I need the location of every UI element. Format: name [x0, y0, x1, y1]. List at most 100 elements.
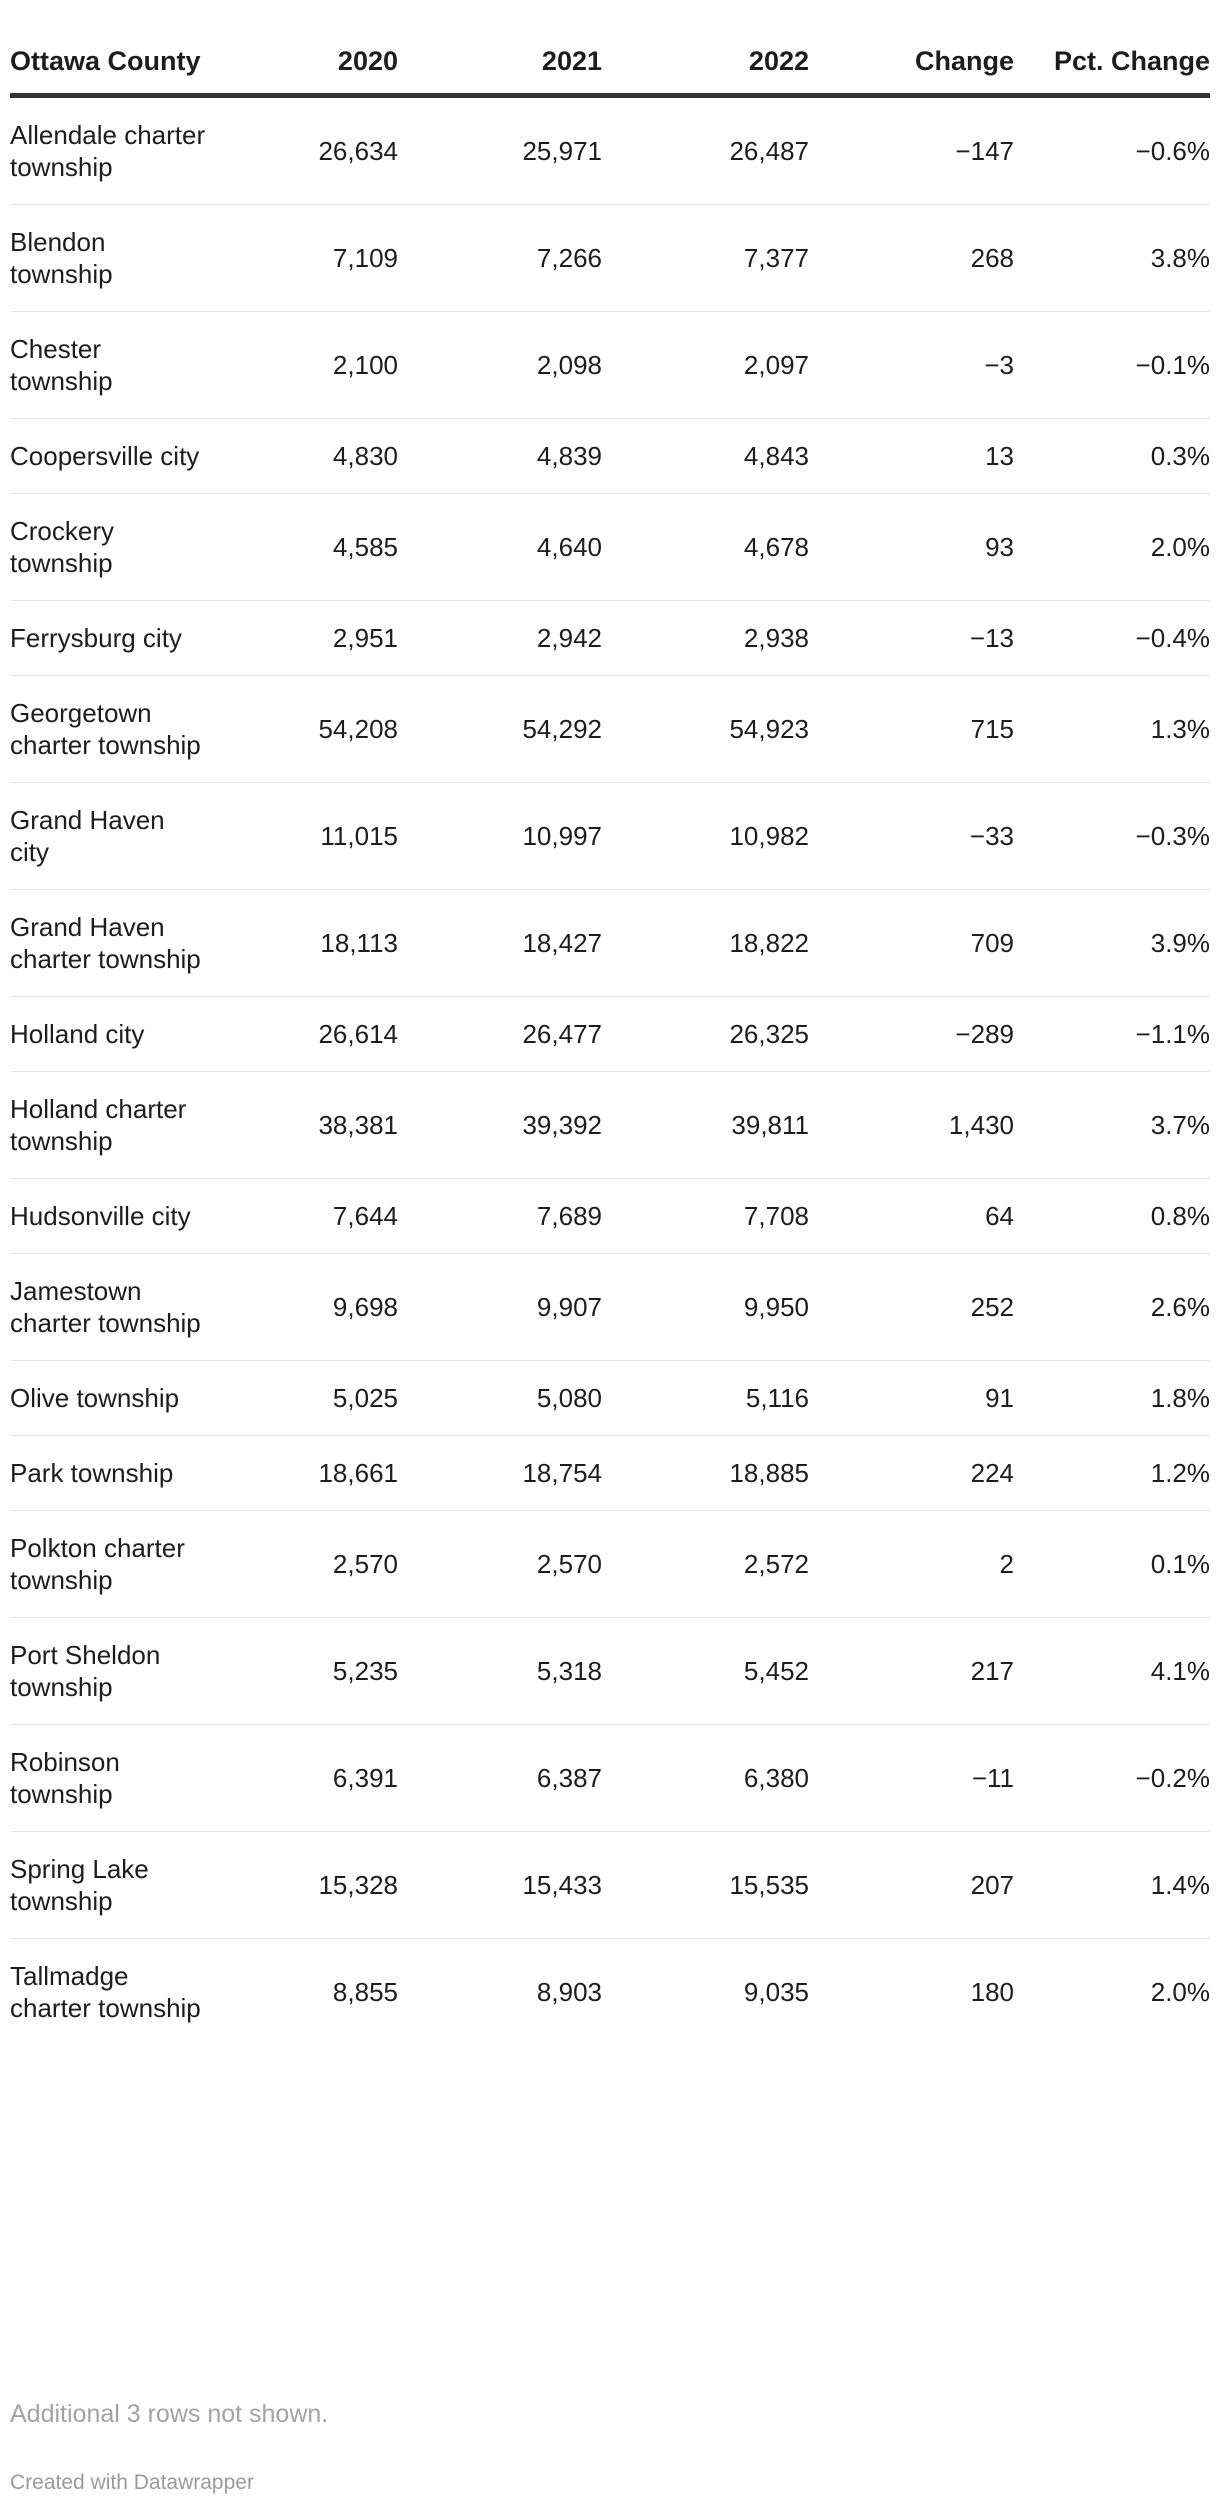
table-row: Georgetown charter township 54,208 54,292 5… — [10, 675, 1210, 783]
cell-2020: 2,570 — [210, 1510, 398, 1618]
cell-pct-change: 3.9% — [1014, 889, 1210, 997]
cell-county: Hudsonville city — [10, 1178, 210, 1254]
cell-2021: 4,640 — [398, 493, 602, 601]
cell-change: −3 — [809, 311, 1014, 419]
cell-2022: 5,116 — [602, 1360, 809, 1436]
cell-2022: 2,097 — [602, 311, 809, 419]
cell-2022: 7,708 — [602, 1178, 809, 1254]
cell-2022: 4,678 — [602, 493, 809, 601]
cell-pct-change: 1.8% — [1014, 1360, 1210, 1436]
cell-2022: 7,377 — [602, 204, 809, 312]
cell-pct-change: 0.3% — [1014, 418, 1210, 494]
cell-county: Holland charter township — [10, 1071, 210, 1179]
cell-pct-change: −0.1% — [1014, 311, 1210, 419]
cell-pct-change: −0.3% — [1014, 782, 1210, 890]
cell-2021: 8,903 — [536, 1977, 602, 2007]
cell-pct-change: 2.6% — [1014, 1253, 1210, 1361]
table-row: Spring Lake township 15,328 15,433 15,535 20… — [10, 1831, 1210, 1939]
cell-2021: 2,098 — [398, 311, 602, 419]
cell-county: Port Sheldon township — [10, 1617, 210, 1725]
cell-2020: 2,100 — [210, 311, 398, 419]
table-row: Ferrysburg city 2,951 2,942 2,938 −13 −0.4% — [10, 600, 1210, 676]
header-2020[interactable]: 2020 — [210, 44, 398, 98]
header-change[interactable]: Change — [809, 44, 1014, 98]
table-row: Tallmadge charter township 8,855 8,903 9,03… — [10, 1939, 1210, 2046]
cell-pct-change: 4.1% — [1014, 1617, 1210, 1725]
cell-change: −289 — [809, 996, 1014, 1072]
cell-pct-change: −1.1% — [1014, 996, 1210, 1072]
cell-2021: 54,292 — [398, 675, 602, 783]
header-pct-change[interactable]: Pct. Change — [1014, 44, 1210, 98]
cell-pct-change: 3.8% — [1014, 204, 1210, 312]
cell-county: Tallmadge charter township — [10, 1961, 201, 2023]
cell-2022: 4,843 — [602, 418, 809, 494]
table-row: Grand Haven city 11,015 10,997 10,982 −33 −0.… — [10, 782, 1210, 890]
header-2021[interactable]: 2021 — [398, 44, 602, 98]
cell-2020: 8,855 — [332, 1977, 398, 2007]
cell-pct-change: 3.7% — [1014, 1071, 1210, 1179]
cell-county: Jamestown charter township — [10, 1253, 210, 1361]
cell-2021: 18,754 — [398, 1435, 602, 1511]
cell-2020: 15,328 — [210, 1831, 398, 1939]
cell-2022: 2,572 — [602, 1510, 809, 1618]
cell-2022: 6,380 — [602, 1724, 809, 1832]
cell-2021: 7,266 — [398, 204, 602, 312]
table-row: Jamestown charter township 9,698 9,907 9,95… — [10, 1253, 1210, 1361]
cell-change: 13 — [809, 418, 1014, 494]
cell-change: −147 — [809, 95, 1014, 205]
cell-2021: 2,570 — [398, 1510, 602, 1618]
cell-change: 268 — [809, 204, 1014, 312]
header-county[interactable]: Ottawa County — [10, 44, 210, 98]
cell-2021: 6,387 — [398, 1724, 602, 1832]
population-table: Ottawa County 2020 2021 2022 Change Pct.… — [10, 44, 1210, 2045]
cell-2021: 25,971 — [398, 95, 602, 205]
cell-2022: 39,811 — [602, 1071, 809, 1179]
table-header-row: Ottawa County 2020 2021 2022 Change Pct.… — [10, 44, 1210, 98]
cell-change: 709 — [809, 889, 1014, 997]
table-row: Olive township 5,025 5,080 5,116 91 1.8% — [10, 1360, 1210, 1436]
cell-change: 2 — [809, 1510, 1014, 1618]
cell-change: −33 — [809, 782, 1014, 890]
cell-2022: 54,923 — [602, 675, 809, 783]
cell-2022: 15,535 — [602, 1831, 809, 1939]
cell-change: −13 — [809, 600, 1014, 676]
table-row: Port Sheldon township 5,235 5,318 5,452 217 4… — [10, 1617, 1210, 1725]
cell-pct-change: 0.1% — [1014, 1510, 1210, 1618]
cell-2021: 18,427 — [398, 889, 602, 997]
cell-2020: 26,634 — [210, 95, 398, 205]
cell-change: 715 — [809, 675, 1014, 783]
cell-2022: 9,950 — [602, 1253, 809, 1361]
cell-2020: 38,381 — [210, 1071, 398, 1179]
table-row: Hudsonville city 7,644 7,689 7,708 64 0.8% — [10, 1178, 1210, 1254]
cell-change: 91 — [809, 1360, 1014, 1436]
cell-change: 207 — [809, 1831, 1014, 1939]
cell-change: 252 — [809, 1253, 1014, 1361]
datawrapper-credit[interactable]: Created with Datawrapper — [10, 2471, 254, 2494]
cell-county: Georgetown charter township — [10, 675, 210, 783]
cell-change: −11 — [809, 1724, 1014, 1832]
table-row: Chester township 2,100 2,098 2,097 −3 −0.1% — [10, 311, 1210, 419]
cell-county: Grand Haven city — [10, 782, 210, 890]
cell-2020: 2,951 — [210, 600, 398, 676]
cell-pct-change: −0.4% — [1014, 600, 1210, 676]
table-row: Robinson township 6,391 6,387 6,380 −11 −0.2% — [10, 1724, 1210, 1832]
cell-change: 64 — [809, 1178, 1014, 1254]
cell-2020: 26,614 — [210, 996, 398, 1072]
data-table-container: Ottawa County 2020 2021 2022 Change Pct.… — [10, 44, 1210, 2045]
cell-2021: 4,839 — [398, 418, 602, 494]
cell-pct-change: −0.2% — [1014, 1724, 1210, 1832]
table-row: Holland city 26,614 26,477 26,325 −289 −1.1% — [10, 996, 1210, 1072]
cell-2021: 2,942 — [398, 600, 602, 676]
cell-2020: 54,208 — [210, 675, 398, 783]
cell-change: 224 — [809, 1435, 1014, 1511]
table-row: Grand Haven charter township 18,113 18,427… — [10, 889, 1210, 997]
cell-pct-change: 2.0% — [1150, 1977, 1210, 2007]
cell-2021: 39,392 — [398, 1071, 602, 1179]
cell-change: 93 — [809, 493, 1014, 601]
cell-change: 217 — [809, 1617, 1014, 1725]
table-row: Blendon township 7,109 7,266 7,377 268 3.8% — [10, 204, 1210, 312]
cell-2020: 11,015 — [210, 782, 398, 890]
cell-change: 180 — [970, 1977, 1014, 2007]
header-2022[interactable]: 2022 — [602, 44, 809, 98]
cell-2020: 5,235 — [210, 1617, 398, 1725]
